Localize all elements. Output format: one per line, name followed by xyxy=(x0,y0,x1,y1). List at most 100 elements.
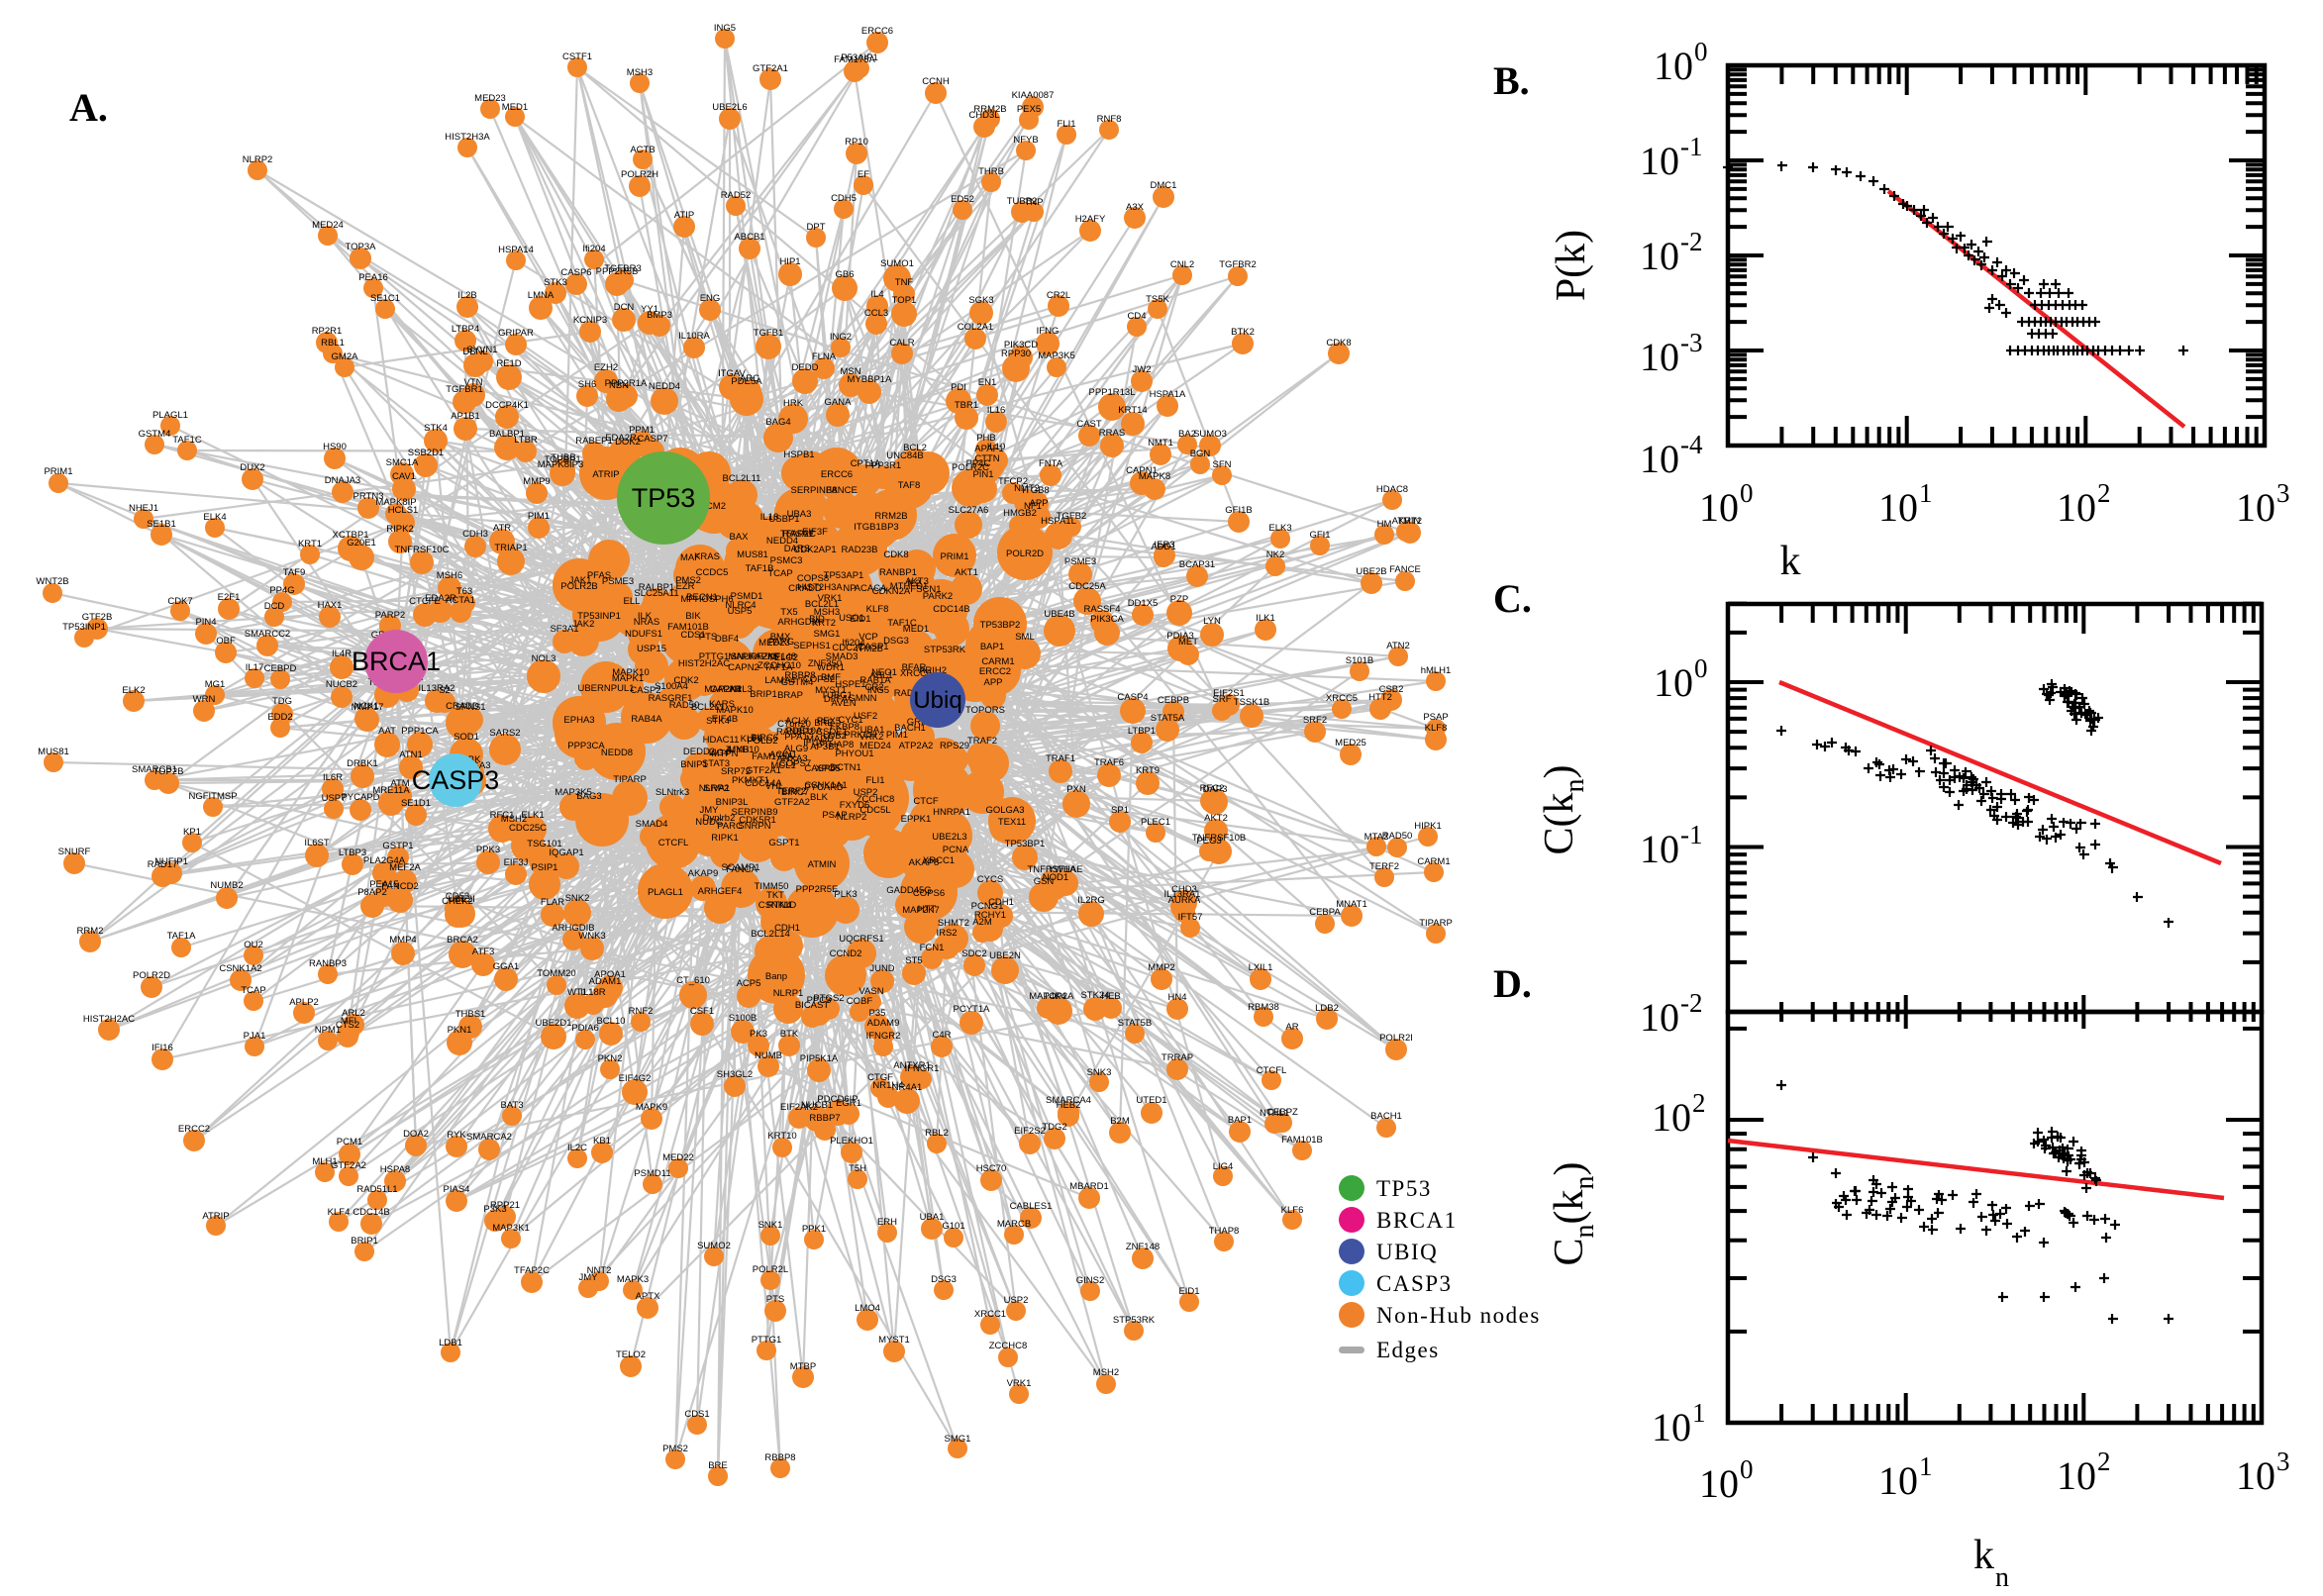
svg-text:HIP1: HIP1 xyxy=(779,256,800,267)
svg-text:SLC27A6: SLC27A6 xyxy=(949,505,989,516)
svg-text:TNP: TNP xyxy=(1025,197,1044,208)
svg-text:PP4C: PP4C xyxy=(966,458,991,469)
svg-text:ED52: ED52 xyxy=(951,194,974,205)
svg-text:n: n xyxy=(1995,1562,2009,1593)
svg-text:MUS81: MUS81 xyxy=(38,747,69,757)
svg-text:PTTG1: PTTG1 xyxy=(752,1335,782,1346)
svg-text:PLAGL1: PLAGL1 xyxy=(152,410,188,421)
svg-text:NUMB: NUMB xyxy=(755,1050,782,1061)
svg-text:AKT2: AKT2 xyxy=(1204,813,1228,824)
svg-text:TIPARP: TIPARP xyxy=(613,774,647,785)
svg-text:S100B: S100B xyxy=(729,1013,758,1024)
svg-text:BTK: BTK xyxy=(780,1029,799,1040)
svg-text:MARCB: MARCB xyxy=(997,1219,1031,1230)
svg-text:NF1: NF1 xyxy=(1024,501,1042,512)
svg-text:KRT1: KRT1 xyxy=(298,539,322,549)
svg-text:CTCFE: CTCFE xyxy=(409,596,441,607)
svg-text:NUFIP1: NUFIP1 xyxy=(154,856,188,867)
svg-text:FLI1: FLI1 xyxy=(1057,119,1075,130)
svg-text:SP1: SP1 xyxy=(1111,805,1129,816)
svg-text:NK2: NK2 xyxy=(1266,549,1284,560)
svg-text:PPM1: PPM1 xyxy=(629,425,655,436)
svg-text:CTCFL: CTCFL xyxy=(1257,1065,1287,1076)
svg-text:NCK1: NCK1 xyxy=(354,701,378,712)
svg-text:TP53INP1: TP53INP1 xyxy=(62,622,106,633)
svg-text:SE1B1: SE1B1 xyxy=(147,519,176,530)
svg-text:BCL10: BCL10 xyxy=(596,1016,625,1027)
svg-text:RNF2: RNF2 xyxy=(629,1006,654,1017)
svg-text:DMC1: DMC1 xyxy=(1151,180,1177,191)
svg-text:GOLGA3: GOLGA3 xyxy=(985,805,1024,816)
svg-text:FLNA: FLNA xyxy=(812,351,837,362)
svg-text:2: 2 xyxy=(2097,1446,2111,1476)
svg-text:EPPK1: EPPK1 xyxy=(901,814,932,825)
svg-text:P3K3: P3K3 xyxy=(483,1204,506,1215)
svg-text:CALR: CALR xyxy=(889,338,914,349)
svg-text:APTX: APTX xyxy=(636,1291,660,1302)
svg-text:NBN: NBN xyxy=(609,380,629,391)
svg-text:PPK3: PPK3 xyxy=(476,845,500,855)
svg-text:RAD50: RAD50 xyxy=(1382,831,1413,842)
svg-text:WRN: WRN xyxy=(193,694,216,705)
svg-text:TRAF1: TRAF1 xyxy=(1046,753,1075,764)
svg-text:MAPK3: MAPK3 xyxy=(617,1274,649,1285)
svg-text:VRK2: VRK2 xyxy=(859,732,884,743)
svg-text:SMG1: SMG1 xyxy=(814,629,841,640)
svg-text:DD1X5: DD1X5 xyxy=(1128,598,1159,609)
svg-text:ENG: ENG xyxy=(700,293,721,304)
svg-text:KLF8: KLF8 xyxy=(1425,723,1448,734)
svg-text:SNK1: SNK1 xyxy=(758,1220,783,1231)
svg-text:CHD3: CHD3 xyxy=(1171,884,1197,895)
svg-text:CABLES1: CABLES1 xyxy=(1010,1201,1053,1212)
svg-text:SMARCC2: SMARCC2 xyxy=(245,629,290,640)
svg-text:POLR2I: POLR2I xyxy=(1379,1033,1413,1044)
svg-text:SH3GL2: SH3GL2 xyxy=(717,1069,753,1080)
svg-text:ARHGDIB: ARHGDIB xyxy=(552,923,594,934)
svg-text:MCL1: MCL1 xyxy=(770,760,795,771)
svg-text:BA2: BA2 xyxy=(1178,429,1196,440)
svg-text:YWHAE: YWHAE xyxy=(1049,864,1083,875)
svg-text:BGN: BGN xyxy=(1190,449,1211,459)
svg-text:PPP2R5E: PPP2R5E xyxy=(796,884,839,895)
svg-text:UBE2N: UBE2N xyxy=(989,950,1021,961)
svg-text:GINS2: GINS2 xyxy=(1076,1275,1105,1286)
svg-text:UBE2B: UBE2B xyxy=(1356,566,1386,577)
svg-text:STK4: STK4 xyxy=(706,716,730,727)
svg-text:SDC2: SDC2 xyxy=(961,948,986,959)
svg-text:GGA1: GGA1 xyxy=(493,961,519,972)
svg-text:TEX11: TEX11 xyxy=(998,817,1026,828)
svg-text:TELO2: TELO2 xyxy=(616,1349,646,1360)
svg-text:FAM101B: FAM101B xyxy=(1281,1135,1323,1146)
svg-text:IL17: IL17 xyxy=(246,662,264,673)
svg-text:MAP2K7: MAP2K7 xyxy=(902,905,940,916)
svg-text:ELK3: ELK3 xyxy=(1268,523,1291,534)
svg-text:SNURF: SNURF xyxy=(58,847,91,857)
svg-text:UQCRFS1: UQCRFS1 xyxy=(839,934,883,945)
svg-text:RALBP1: RALBP1 xyxy=(639,582,674,593)
svg-text:G101: G101 xyxy=(942,1221,964,1232)
svg-text:ARHGDIA: ARHGDIA xyxy=(777,617,821,628)
svg-text:MSH6: MSH6 xyxy=(437,570,462,581)
svg-text:k: k xyxy=(1973,1533,1994,1578)
svg-text:TOP3A: TOP3A xyxy=(346,242,377,252)
svg-text:-1: -1 xyxy=(1680,132,1703,161)
svg-text:HSPA8: HSPA8 xyxy=(380,1164,410,1175)
svg-text:CDK8: CDK8 xyxy=(883,549,908,560)
svg-text:STK4: STK4 xyxy=(424,423,448,434)
svg-text:KLF4: KLF4 xyxy=(328,1207,351,1218)
svg-text:STAT3: STAT3 xyxy=(702,758,730,769)
svg-text:BAX: BAX xyxy=(729,532,749,543)
svg-text:NRAS: NRAS xyxy=(634,617,659,628)
svg-text:SE1D1: SE1D1 xyxy=(401,798,431,809)
svg-text:BCAP31: BCAP31 xyxy=(1179,559,1215,570)
svg-text:CDK8: CDK8 xyxy=(1326,338,1351,349)
svg-text:BMF: BMF xyxy=(821,672,841,683)
svg-text:TOPBP1: TOPBP1 xyxy=(544,454,580,465)
svg-text:CASP4: CASP4 xyxy=(1117,692,1148,703)
svg-text:LAMA4: LAMA4 xyxy=(764,675,795,686)
svg-text:10: 10 xyxy=(1652,1095,1691,1140)
svg-text:Banp: Banp xyxy=(765,971,787,982)
svg-text:MSH2: MSH2 xyxy=(1093,1367,1119,1378)
svg-text:MAP3K5: MAP3K5 xyxy=(555,787,592,798)
svg-text:RYK: RYK xyxy=(447,1130,466,1141)
